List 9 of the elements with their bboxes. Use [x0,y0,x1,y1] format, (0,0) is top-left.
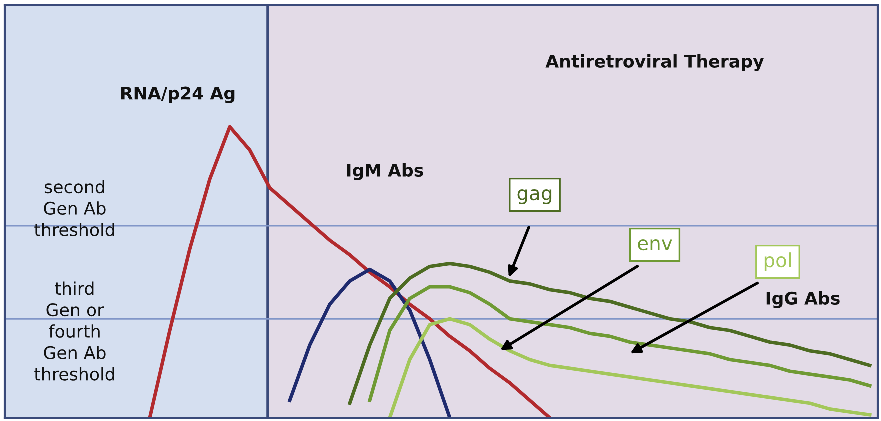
text: env [638,239,672,251]
ref-line-label: third Gen or fourth Gen Ab threshold [34,282,114,381]
annotation: IgG Abs [766,292,840,308]
text: Antiretroviral Therapy [546,54,764,72]
text: pol [764,252,791,272]
text: gag [518,189,552,204]
ref-line-label: second Gen Ab threshold [34,180,114,236]
annotation: IgM Abs [347,164,424,180]
series-label: RNA/p24 Ag [122,86,235,104]
